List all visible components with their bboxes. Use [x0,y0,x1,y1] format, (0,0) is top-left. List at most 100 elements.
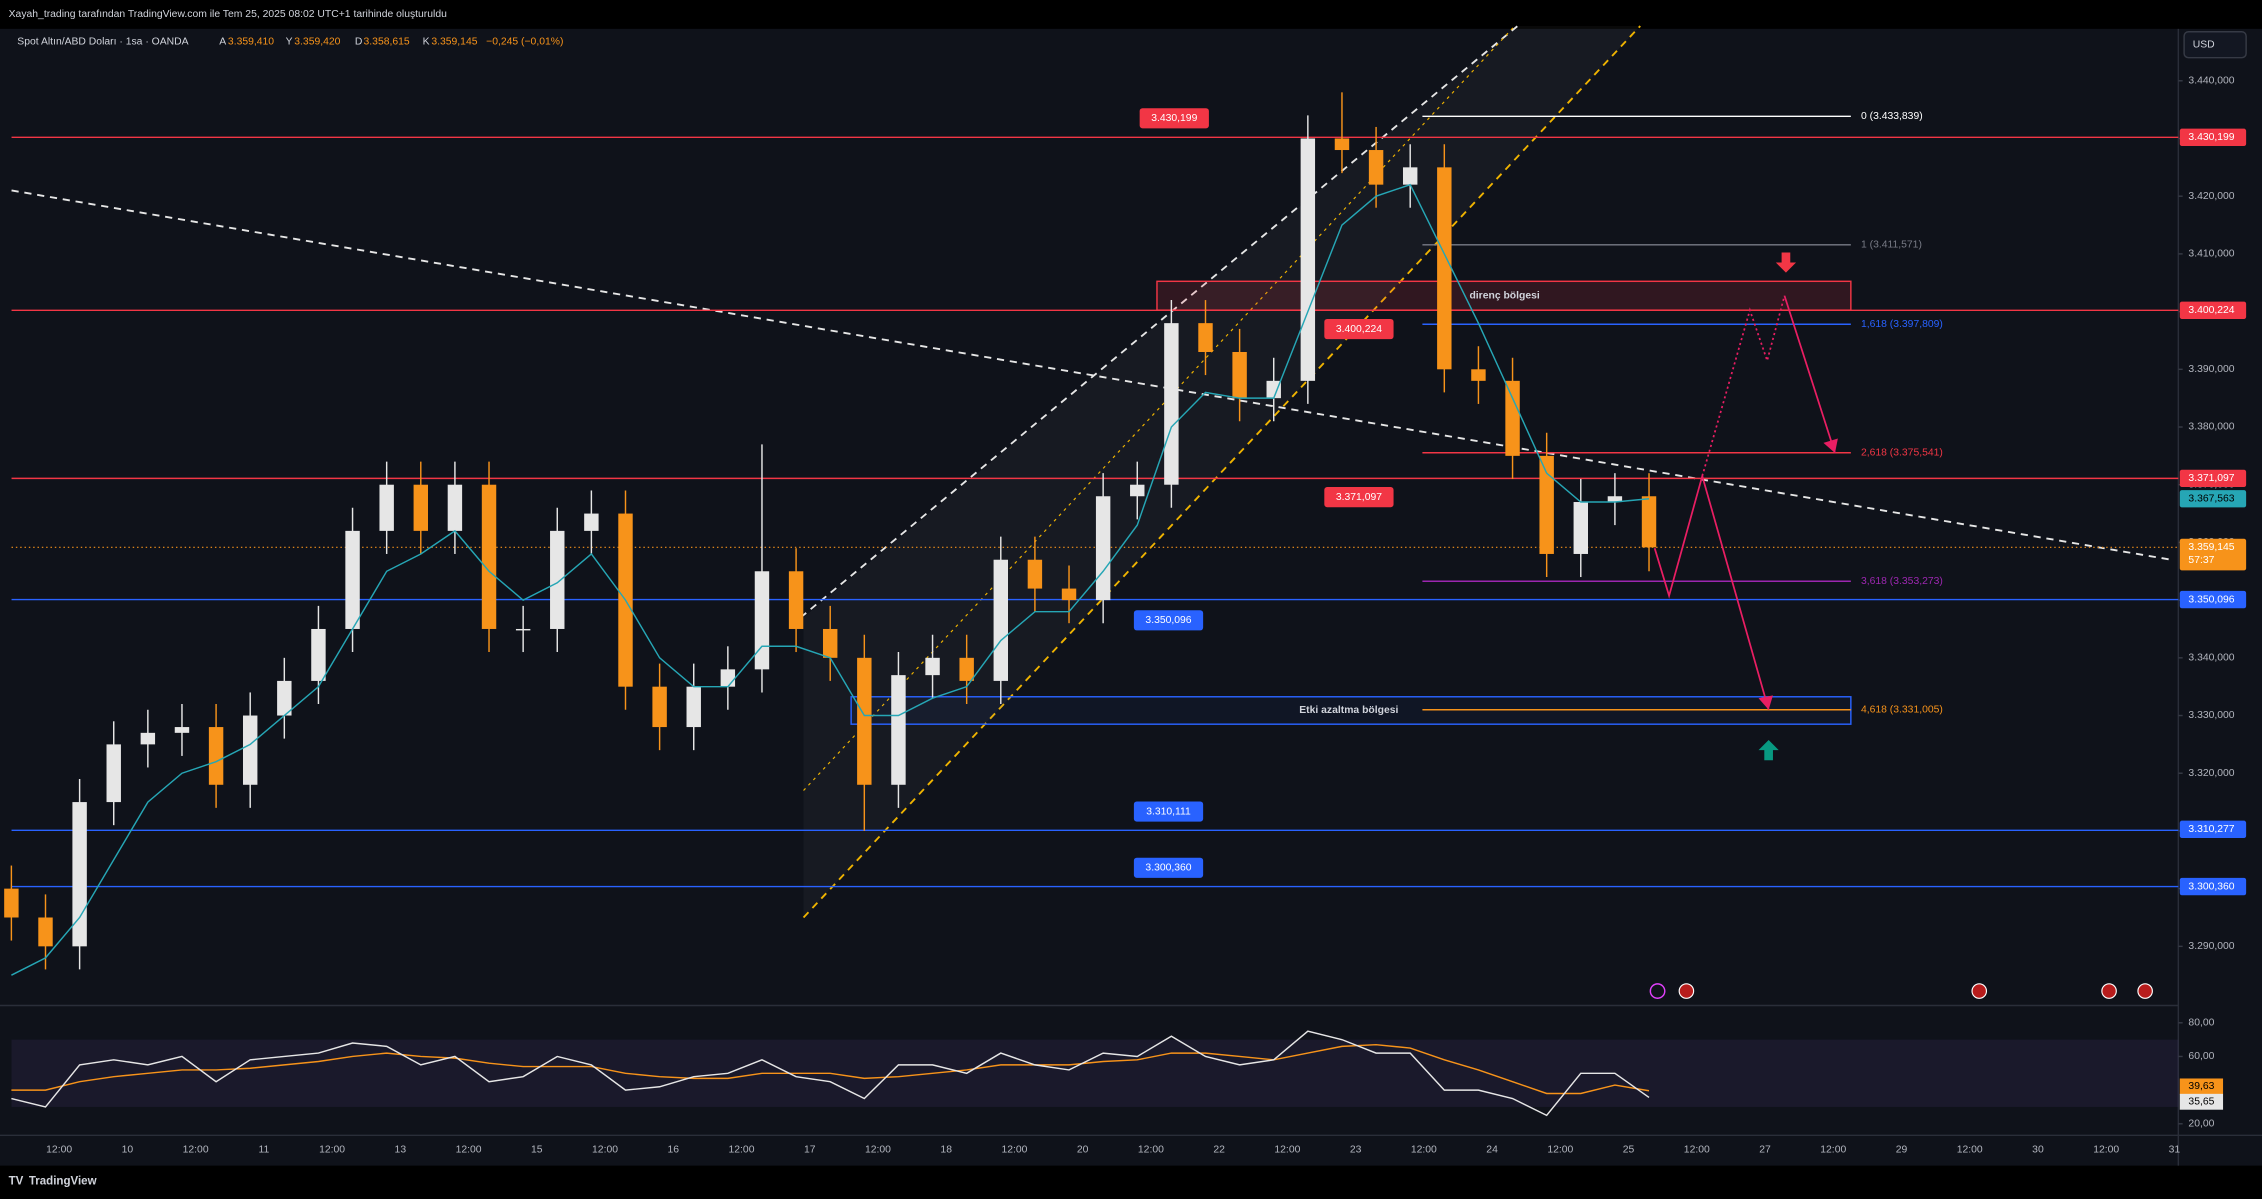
rsi-badge [2179,1078,2224,1095]
channel-mid [803,25,1516,791]
x-tick-label: 12:00 [1684,1144,1710,1155]
x-tick-label: 11 [258,1144,269,1155]
rsi-tick-label: 20,00 [2188,1119,2214,1130]
y-tick-label: 3.390,000 [2188,364,2234,375]
event-icon [2137,983,2153,999]
fib-label: 0 (3.433,839) [1861,111,1923,122]
candle-body [1232,351,1247,399]
candle-body [515,628,531,631]
candle-body [1130,484,1145,497]
rsi-band [11,1039,2179,1107]
level-badge [1139,108,1209,129]
candle-body [1198,323,1213,352]
candle-body [140,732,156,745]
quote-prefix: A [219,37,226,48]
x-tick-label: 30 [2032,1144,2044,1155]
brand: TradingView [29,1176,97,1188]
axis-marker-label: 3.371,097 [2188,473,2234,484]
top-bar [0,0,2262,29]
fib-label: 1 (3.411,571) [1861,240,1922,251]
projection-dotted [1701,295,1786,477]
x-tick-label: 31 [2169,1144,2181,1155]
candle-body [1300,138,1316,381]
candle-body [174,727,190,733]
quote-prefix: D [355,37,363,48]
axis-marker [2179,538,2247,571]
axis-marker [2179,590,2247,609]
quote-value: 3.359,145 [431,37,477,48]
quote-value: 3.358,615 [364,37,410,48]
fib-label: 4,618 (3.331,005) [1861,704,1943,715]
x-tick-label: 23 [1350,1144,1362,1155]
x-tick-label: 12:00 [319,1144,345,1155]
candle-body [1368,150,1384,185]
currency-button[interactable] [2183,31,2247,59]
level-label: 3.350,096 [1145,615,1191,626]
currency[interactable]: USD [2193,39,2215,50]
rsi-ma-line [11,1043,1650,1095]
candle-body [1607,496,1623,503]
candle-body [857,657,872,785]
x-tick-label: 12:00 [456,1144,482,1155]
zone-label: Etki azaltma bölgesi [1299,705,1398,716]
buy-arrow [1758,740,1779,761]
axis-marker [2179,820,2247,838]
x-tick-label: 12:00 [1411,1144,1437,1155]
header-title: Xayah_trading tarafından TradingView.com… [9,9,447,20]
candle-body [1641,496,1657,548]
sell-arrow [1775,252,1797,273]
x-tick-label: 12:00 [46,1144,72,1155]
rsi-badge-label: 39,63 [2188,1081,2214,1092]
candle-body [959,657,974,681]
axis-marker [2179,490,2247,508]
y-tick-label: 3.440,000 [2188,76,2234,87]
quote-prefix: Y [286,37,293,48]
x-tick-label: 12:00 [183,1144,209,1155]
event-icon [1678,983,1695,999]
candle-body [1402,167,1418,185]
x-tick-label: 12:00 [1274,1144,1300,1155]
axis-marker [2179,469,2247,488]
y-tick-label: 3.380,000 [2188,422,2234,433]
projection-arrow [1653,472,1770,710]
axis-marker [2179,877,2247,896]
candle-body [1573,502,1589,554]
level-badge [1324,318,1394,340]
candle-body [481,484,497,629]
change: −0,245 (−0,01%) [486,37,563,48]
level-label: 3.400,224 [1336,324,1382,335]
x-tick-label: 17 [804,1144,816,1155]
level-badge [1133,857,1204,878]
symbol: Spot Altın/ABD Doları · 1sa · OANDA [17,37,188,48]
fib-label: 3,618 (3.353,273) [1861,576,1943,587]
candle-body [72,802,87,947]
projection-arrow [1783,295,1836,454]
y-tick-label: 3.290,000 [2188,941,2234,952]
candle-body [1437,167,1452,370]
candle-body [1266,380,1281,399]
event-icon [1971,983,1988,999]
fib-label: 2,618 (3.375,541) [1861,447,1943,458]
candle-body [652,686,667,728]
y-tick-label: 3.410,000 [2188,249,2234,260]
rsi-badge-label: 35,65 [2188,1097,2214,1108]
rsi-line [11,1030,1650,1117]
candle-body [788,571,804,629]
x-tick-label: 10 [122,1144,134,1155]
x-tick-label: 12:00 [1138,1144,1164,1155]
candle-body [1164,323,1179,485]
event-icon [2101,983,2117,999]
candle-body [584,513,599,531]
event-icon [1649,983,1666,999]
x-tick-label: 13 [395,1144,407,1155]
candle-body [4,888,19,918]
candle-body [993,559,1009,681]
x-tick-label: 25 [1623,1144,1635,1155]
candle-body [277,680,292,716]
axis-marker-label: 3.430,199 [2188,132,2234,143]
trend-line [11,189,2172,561]
axis-marker-label: 3.300,360 [2188,881,2234,892]
candle-body [106,744,121,803]
x-tick-label: 20 [1077,1144,1089,1155]
